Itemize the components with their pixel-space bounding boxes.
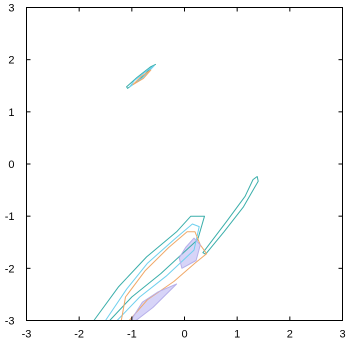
contour-line-1-1 [105,223,200,321]
y-tick-label-0: 3 [8,3,14,15]
x-tick-label-1: -2 [74,329,84,341]
contour-line-3-1 [178,237,201,269]
contour-line-2-0 [132,69,152,86]
contour-fill-0 [130,284,177,321]
contour-line-2-1 [120,231,208,321]
contour-line-0-1 [93,215,205,321]
x-tick-label-5: 2 [287,329,293,341]
y-tick-label-6: -3 [5,316,15,328]
y-tick-label-2: 1 [8,107,14,119]
contour-line-group [93,63,259,321]
y-tick-label-4: -1 [5,211,15,223]
y-tick-label-1: 2 [8,55,14,67]
plot-frame [26,7,343,321]
x-tick-label-3: 0 [181,329,187,341]
y-tick-label-5: -2 [5,263,15,275]
contour-line-3-0 [130,283,178,321]
x-tick-label-0: -3 [22,329,32,341]
x-axis: -3 -2 -1 0 1 2 3 [22,7,346,341]
x-tick-label-2: -1 [127,329,137,341]
y-axis: 3 2 1 0 -1 -2 -3 [5,3,343,328]
x-tick-label-4: 1 [234,329,240,341]
contour-line-0-2 [202,176,259,255]
x-tick-label-6: 3 [339,329,345,341]
contour-line-0-0 [126,63,156,89]
contour-line-1-0 [129,65,155,88]
y-tick-label-3: 0 [8,159,14,171]
